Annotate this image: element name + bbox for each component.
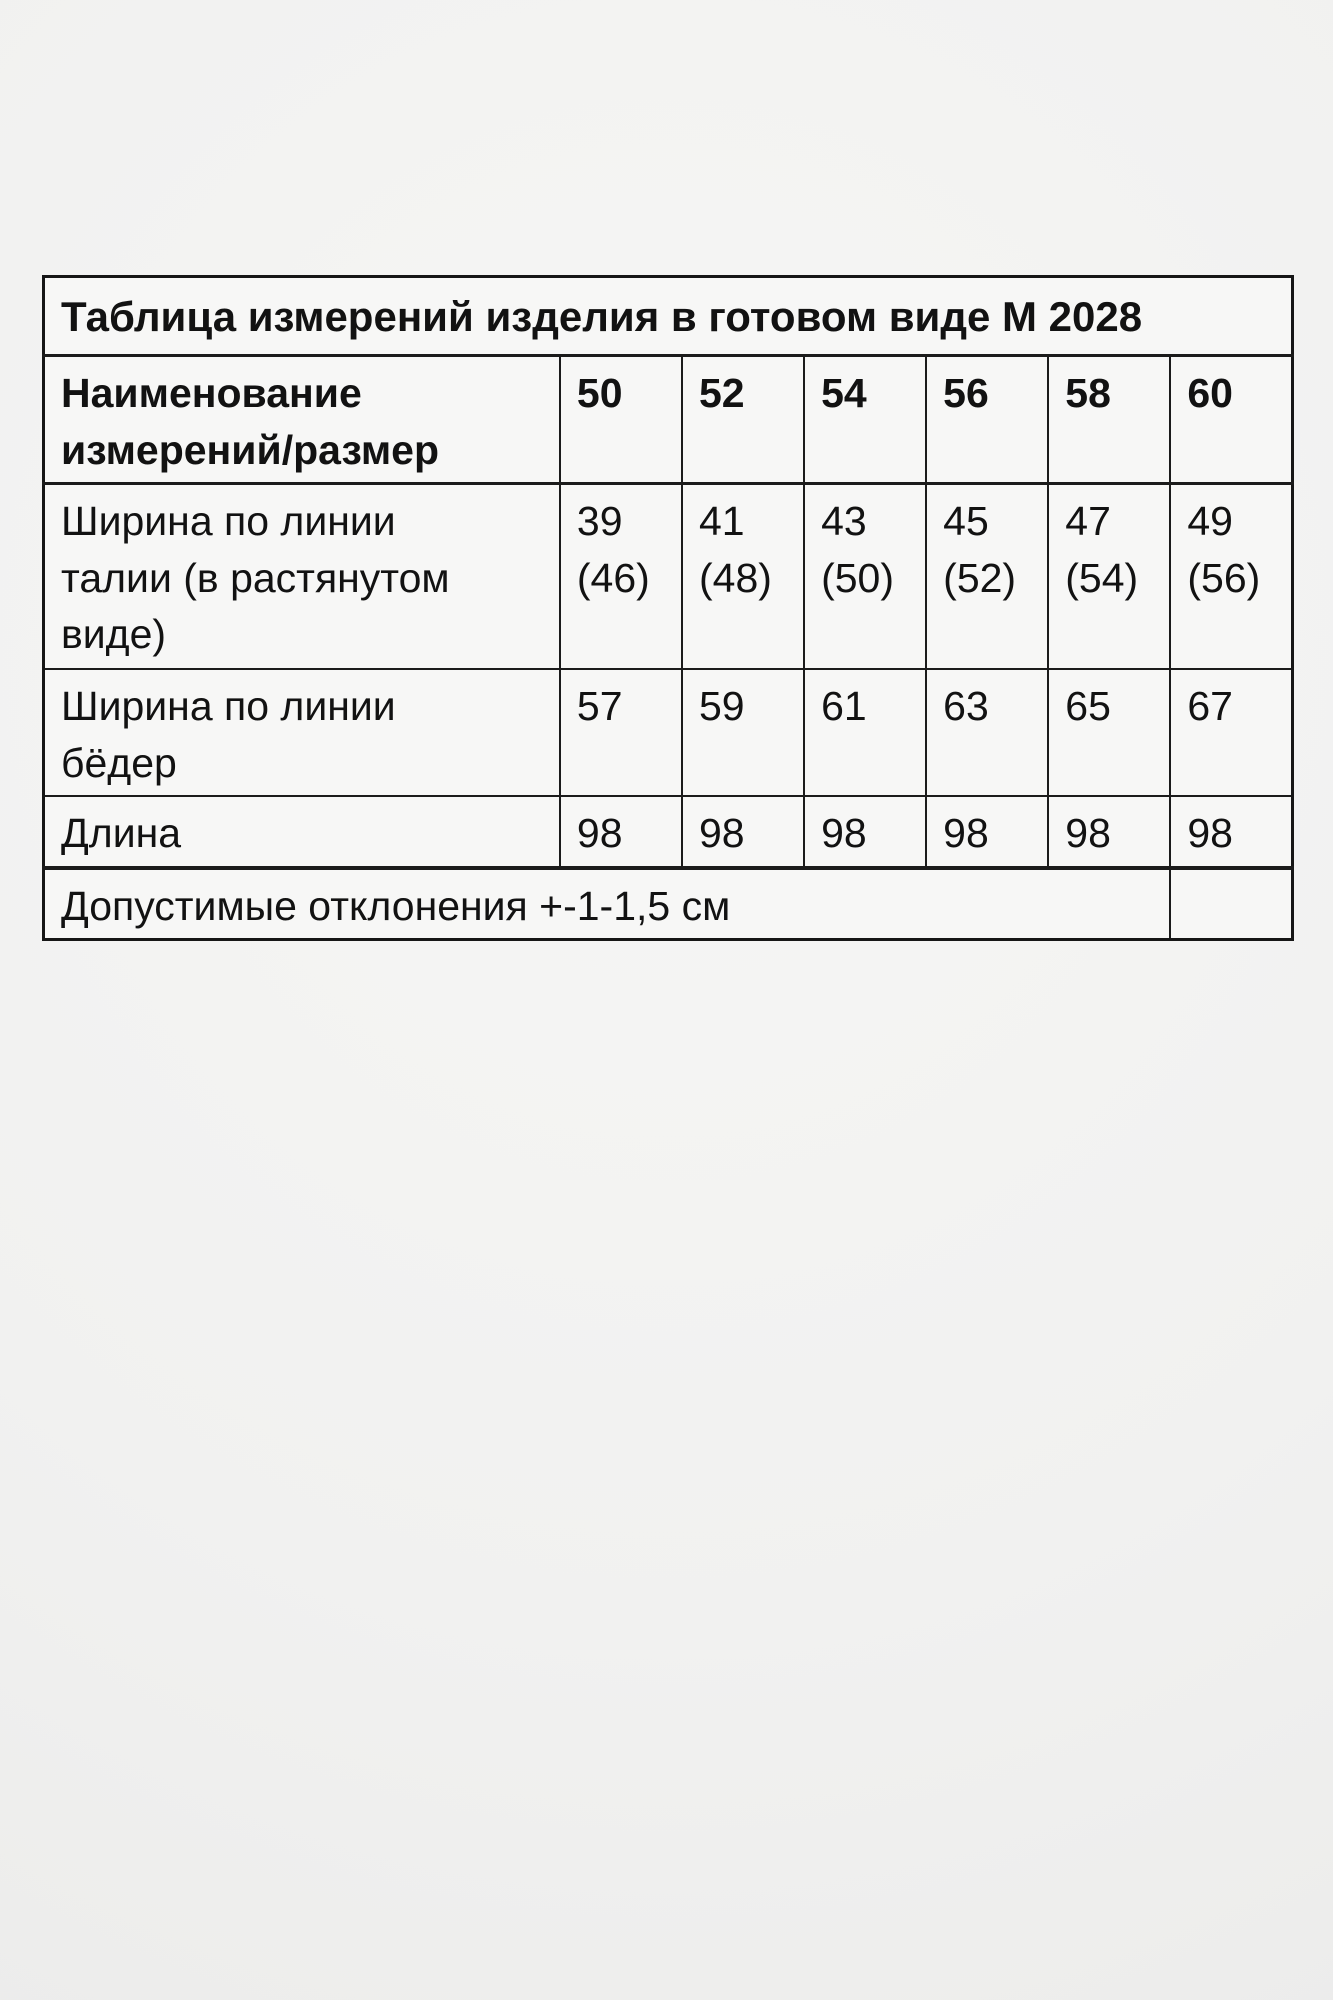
- table-row-hips: Ширина по линии бёдер 57 59 61 63 65 67: [42, 668, 1294, 798]
- value-alt: (50): [821, 554, 894, 601]
- size-header-58: 58: [1047, 354, 1172, 486]
- size-header-56: 56: [925, 354, 1050, 486]
- value-cell: 65: [1047, 668, 1172, 798]
- size-header-52: 52: [680, 354, 806, 486]
- value-main: 61: [821, 683, 867, 730]
- value-cell: 98: [1047, 795, 1172, 869]
- value-main: 41: [698, 498, 745, 545]
- table-title-row: Таблица измерений изделия в готовом виде…: [42, 275, 1294, 357]
- value-main: 63: [943, 683, 989, 730]
- table-row-waist: Ширина по линии талии (в растянутом виде…: [42, 482, 1294, 671]
- row-label-hips: Ширина по линии бёдер: [42, 668, 561, 798]
- value-main: 47: [1065, 498, 1111, 545]
- value-main: 67: [1187, 683, 1233, 730]
- value-cell: 43 (50): [803, 482, 928, 671]
- value-alt: (56): [1187, 554, 1261, 601]
- row-label-waist: Ширина по линии талии (в растянутом виде…: [42, 482, 561, 671]
- value-main: 65: [1065, 683, 1111, 730]
- value-main: 98: [698, 810, 745, 857]
- size-header-50: 50: [558, 354, 683, 486]
- value-cell: 59: [680, 668, 806, 798]
- value-main: 98: [821, 810, 867, 857]
- value-cell: 61: [803, 668, 928, 798]
- value-main: 45: [943, 498, 989, 545]
- value-cell: 98: [925, 795, 1050, 869]
- value-cell: 41 (48): [680, 482, 806, 671]
- tolerance-note: Допустимые отклонения +-1-1,5 см: [42, 865, 1172, 941]
- value-cell: 98: [1169, 795, 1294, 869]
- row-label-length: Длина: [42, 795, 561, 869]
- value-cell: 98: [803, 795, 928, 869]
- size-header-54: 54: [803, 354, 928, 486]
- value-main: 57: [576, 683, 623, 730]
- table-title: Таблица измерений изделия в готовом виде…: [42, 275, 1294, 357]
- value-main: 98: [1065, 810, 1111, 857]
- value-cell: 67: [1169, 668, 1294, 798]
- value-main: 49: [1187, 498, 1233, 545]
- value-alt: (48): [698, 554, 772, 601]
- footer-empty-cell: [1169, 865, 1294, 941]
- value-cell: 63: [925, 668, 1050, 798]
- value-main: 98: [576, 810, 623, 857]
- value-cell: 47 (54): [1047, 482, 1172, 671]
- value-cell: 98: [680, 795, 806, 869]
- size-header-60: 60: [1169, 354, 1294, 486]
- measurement-table: Таблица измерений изделия в готовом виде…: [42, 275, 1294, 942]
- table-header-row: Наименование измерений/размер 50 52 54 5…: [42, 354, 1294, 486]
- table-row-length: Длина 98 98 98 98 98 98: [42, 795, 1294, 869]
- header-label-cell: Наименование измерений/размер: [42, 354, 561, 486]
- value-main: 39: [576, 498, 623, 545]
- value-alt: (46): [576, 554, 650, 601]
- value-main: 59: [698, 683, 745, 730]
- value-cell: 45 (52): [925, 482, 1050, 671]
- value-cell: 39 (46): [558, 482, 683, 671]
- value-cell: 57: [558, 668, 683, 798]
- value-main: 98: [1187, 810, 1233, 857]
- value-alt: (54): [1065, 554, 1139, 601]
- value-cell: 98: [558, 795, 683, 869]
- value-main: 98: [943, 810, 989, 857]
- value-main: 43: [821, 498, 867, 545]
- value-alt: (52): [943, 554, 1017, 601]
- table-footer-row: Допустимые отклонения +-1-1,5 см: [42, 865, 1294, 941]
- value-cell: 49 (56): [1169, 482, 1294, 671]
